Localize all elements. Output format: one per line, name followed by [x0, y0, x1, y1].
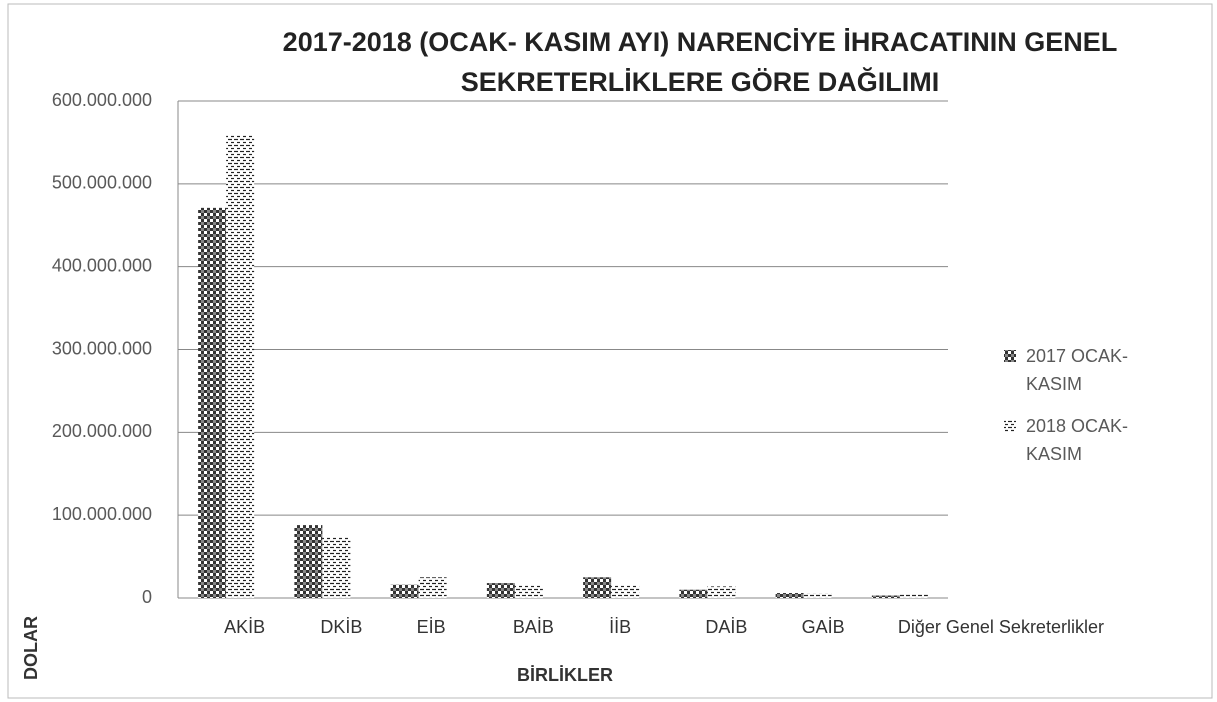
bar [611, 585, 640, 598]
bar [803, 593, 832, 598]
bar [514, 585, 543, 598]
x-tick-label: BAİB [513, 617, 554, 637]
y-tick-label: 300.000.000 [52, 338, 152, 358]
x-tick-label: DKİB [320, 617, 362, 637]
bar [899, 593, 928, 598]
bar [775, 593, 804, 598]
bar [707, 586, 736, 598]
y-tick-label: 400.000.000 [52, 255, 152, 275]
x-tick-label: İİB [609, 617, 631, 637]
y-tick-label: 600.000.000 [52, 90, 152, 110]
legend-swatch [1004, 350, 1016, 362]
y-tick-label: 0 [142, 587, 152, 607]
bar [418, 577, 447, 598]
bar [679, 589, 708, 598]
x-tick-label: DAİB [705, 617, 747, 637]
chart-title: 2017-2018 (OCAK- KASIM AYI) NARENCİYE İH… [282, 27, 1118, 97]
x-tick-label: GAİB [802, 617, 845, 637]
frame [7, 3, 1213, 699]
x-tick-label: EİB [417, 617, 446, 637]
bar [390, 584, 419, 598]
bar [226, 134, 255, 598]
x-tick-label: Diğer Genel Sekreterlikler [898, 617, 1104, 637]
x-axis-label: BİRLİKLER [517, 665, 613, 685]
legend-label: 2017 OCAK-KASIM [1026, 346, 1129, 394]
y-axis-label: DOLAR [21, 616, 41, 680]
bar [322, 536, 351, 598]
bar [871, 595, 900, 598]
legend-label: 2018 OCAK-KASIM [1026, 416, 1129, 464]
y-tick-label: 500.000.000 [52, 173, 152, 193]
x-tick-label: AKİB [224, 617, 265, 637]
y-tick-label: 200.000.000 [52, 421, 152, 441]
bar [486, 583, 515, 598]
bar [198, 207, 227, 599]
bar [583, 577, 612, 598]
bar [294, 525, 323, 598]
legend-swatch [1004, 420, 1016, 432]
y-tick-label: 100.000.000 [52, 504, 152, 524]
